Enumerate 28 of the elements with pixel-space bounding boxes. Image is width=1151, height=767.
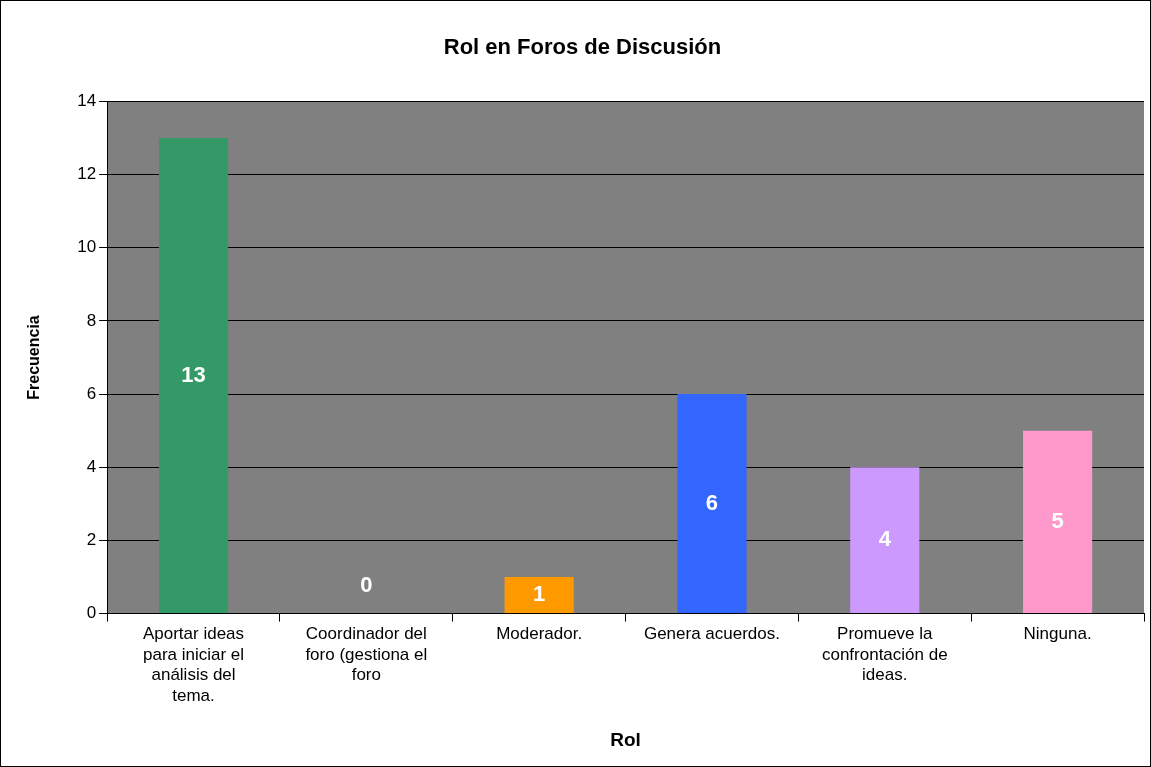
bar <box>158 137 229 614</box>
y-tick-label: 0 <box>86 603 97 623</box>
x-tick-label: Promueve la confrontación de ideas. <box>821 624 948 685</box>
data-label: 0 <box>360 571 373 597</box>
bar <box>504 577 574 614</box>
data-label: 6 <box>705 489 719 515</box>
y-tick-label: 14 <box>77 91 97 111</box>
y-axis-title: Frecuencia <box>25 315 43 400</box>
data-label: 4 <box>878 526 892 552</box>
chart-title: Rol en Foros de Discusión <box>443 34 722 60</box>
x-tick-label: Coordinador del foro (gestiona el foro <box>305 624 428 685</box>
data-label: 1 <box>533 581 546 607</box>
y-tick-label: 2 <box>86 530 97 550</box>
data-label: 13 <box>181 361 206 387</box>
y-tick-label: 4 <box>86 456 97 476</box>
bar <box>677 394 747 614</box>
x-tick-label: Ninguna. <box>1023 624 1092 644</box>
bar <box>1023 430 1093 614</box>
y-tick-label: 12 <box>77 164 97 184</box>
y-tick-label: 8 <box>86 310 97 330</box>
y-tick-label: 10 <box>77 237 97 257</box>
y-tick-label: 6 <box>86 383 97 403</box>
x-tick-label: Genera acuerdos. <box>643 624 781 644</box>
x-axis-title: Rol <box>610 728 641 750</box>
bar <box>850 467 920 614</box>
x-tick-label: Moderador. <box>496 624 583 644</box>
data-label: 5 <box>1051 508 1064 534</box>
x-tick-label: Aportar ideas para iniciar el análisis del tema. <box>142 624 245 705</box>
